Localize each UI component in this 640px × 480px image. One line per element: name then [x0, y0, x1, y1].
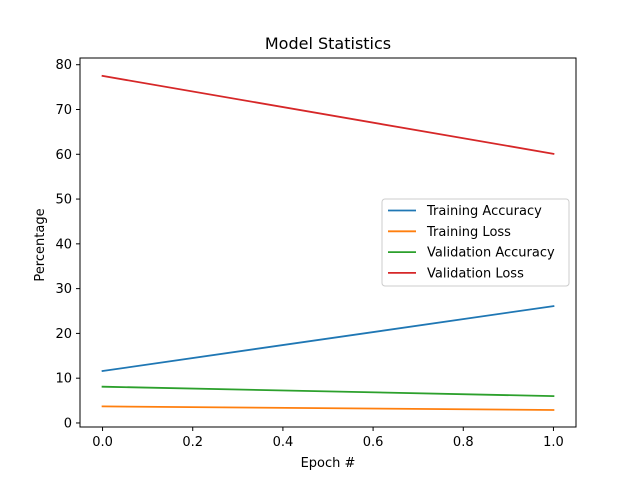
series-line-4: [101, 74, 555, 155]
y-tick-label: 30: [55, 282, 72, 297]
x-axis-ticks: 0.0 0.2 0.4 0.6 0.8 1.0: [92, 427, 564, 450]
x-tick-label: 1.0: [543, 435, 564, 450]
y-tick-label: 10: [55, 372, 72, 387]
x-tick-label: 0.8: [453, 435, 474, 450]
y-tick-label: 60: [55, 148, 72, 163]
y-tick-label: 80: [55, 58, 72, 73]
legend-box: [381, 198, 570, 287]
legend-label-4: Validation Loss: [427, 266, 524, 281]
legend-label-1: Training Accuracy: [426, 204, 542, 219]
series-line-1: [101, 305, 555, 373]
x-tick-label: 0.6: [363, 435, 384, 450]
y-tick-label: 20: [55, 327, 72, 342]
axes-frame: [79, 57, 577, 428]
y-tick-label: 0: [64, 416, 72, 431]
x-tick-label: 0.4: [273, 435, 294, 450]
plot-area: [79, 57, 577, 428]
y-tick-label: 70: [55, 103, 72, 118]
y-axis-label: Percentage: [33, 208, 48, 281]
legend-label-2: Training Loss: [426, 225, 511, 240]
x-tick-label: 0.0: [92, 435, 113, 450]
y-tick-label: 40: [55, 237, 72, 252]
y-tick-label: 50: [55, 193, 72, 208]
series-line-2: [101, 405, 555, 411]
series-line-3: [101, 385, 555, 398]
chart-title: Model Statistics: [265, 34, 391, 53]
x-tick-label: 0.2: [182, 435, 203, 450]
legend-label-3: Validation Accuracy: [427, 246, 555, 261]
y-axis-ticks: 0 10 20 30 40 50 60 70 80: [55, 58, 80, 431]
legend: Training Accuracy Training Loss Validation…: [381, 198, 570, 287]
x-axis-label: Epoch #: [301, 456, 356, 471]
